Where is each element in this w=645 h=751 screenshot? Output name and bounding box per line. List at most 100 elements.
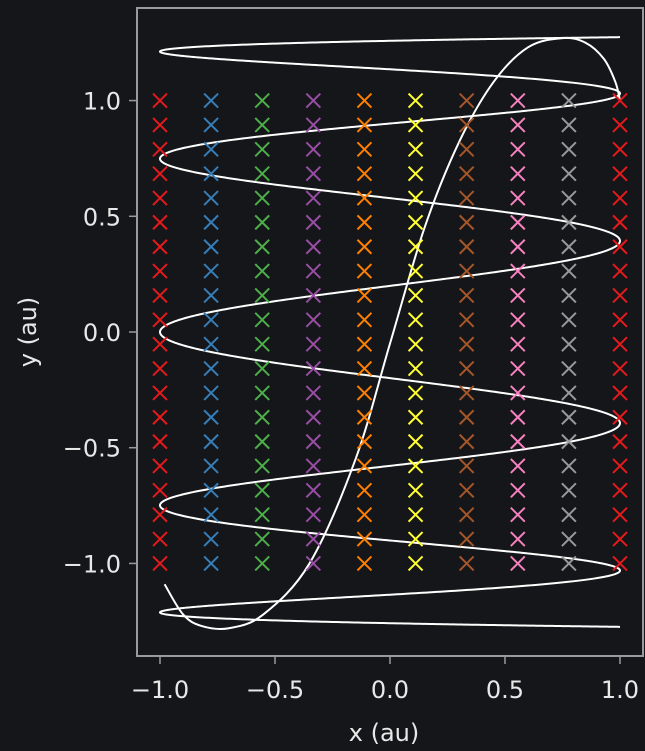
data-point xyxy=(407,385,424,401)
data-point xyxy=(510,507,526,523)
data-point xyxy=(356,92,373,109)
data-point xyxy=(407,117,424,133)
data-point xyxy=(305,190,322,206)
y-axis-ticks: 1.0 0.5 0.0 −0.5 −1.0 xyxy=(63,88,137,578)
data-point xyxy=(152,482,168,499)
data-point xyxy=(510,141,526,157)
data-point xyxy=(203,458,219,474)
data-point xyxy=(254,190,270,206)
data-point xyxy=(612,555,628,572)
data-point xyxy=(458,507,475,523)
data-point xyxy=(612,507,628,523)
data-point xyxy=(305,360,322,377)
data-point xyxy=(561,141,577,157)
data-point xyxy=(510,214,526,231)
data-point xyxy=(305,214,322,231)
data-point xyxy=(305,531,322,547)
data-point xyxy=(458,165,475,182)
x-tick-label: −1.0 xyxy=(131,676,189,704)
data-point xyxy=(152,214,168,231)
data-point xyxy=(407,263,424,279)
data-point xyxy=(305,165,322,182)
oscillating-curve xyxy=(158,36,622,628)
marker-column-10 xyxy=(612,92,628,572)
data-point xyxy=(356,531,373,547)
data-point xyxy=(458,263,475,279)
data-point xyxy=(612,409,628,425)
data-point xyxy=(458,336,475,352)
data-point xyxy=(152,117,168,133)
data-point xyxy=(152,531,168,547)
data-point xyxy=(203,409,219,425)
data-point xyxy=(510,190,526,206)
data-point xyxy=(458,190,475,206)
data-point xyxy=(152,239,168,255)
data-point xyxy=(561,555,577,572)
x-tick-label: 0.0 xyxy=(371,676,409,704)
data-point xyxy=(612,312,628,328)
data-point xyxy=(407,239,424,255)
data-point xyxy=(612,214,628,231)
data-point xyxy=(510,385,526,401)
y-tick-label: 0.5 xyxy=(83,203,121,231)
data-point xyxy=(305,482,322,499)
data-point xyxy=(510,263,526,279)
data-point xyxy=(152,555,168,572)
data-point xyxy=(356,433,373,450)
x-axis-label: x (au) xyxy=(349,719,419,747)
data-point xyxy=(510,531,526,547)
data-point xyxy=(254,458,270,474)
smooth-curve xyxy=(163,36,621,631)
data-point xyxy=(305,555,322,572)
data-point xyxy=(510,92,526,109)
data-point xyxy=(152,507,168,523)
data-point xyxy=(152,312,168,328)
data-point xyxy=(510,458,526,474)
data-point xyxy=(612,263,628,279)
data-point xyxy=(305,433,322,450)
y-tick-label: −1.0 xyxy=(63,550,121,578)
data-point xyxy=(203,263,219,279)
data-point xyxy=(561,165,577,182)
data-point xyxy=(356,239,373,255)
data-point xyxy=(203,165,219,182)
data-point xyxy=(407,458,424,474)
data-point xyxy=(152,190,168,206)
data-point xyxy=(203,190,219,206)
data-point xyxy=(612,239,628,255)
data-point xyxy=(305,409,322,425)
data-point xyxy=(305,92,322,109)
data-point xyxy=(254,287,270,304)
data-point xyxy=(356,117,373,133)
data-point xyxy=(356,287,373,304)
data-point xyxy=(203,312,219,328)
data-point xyxy=(305,239,322,255)
data-point xyxy=(356,385,373,401)
marker-column-9 xyxy=(561,92,577,572)
data-point xyxy=(356,165,373,182)
plot-area xyxy=(152,36,628,631)
y-axis-label: y (au) xyxy=(14,297,42,367)
data-point xyxy=(254,482,270,499)
marker-column-7 xyxy=(458,92,475,572)
data-point xyxy=(203,287,219,304)
data-point xyxy=(305,287,322,304)
data-point xyxy=(152,458,168,474)
marker-column-5 xyxy=(356,92,373,572)
data-point xyxy=(612,92,628,109)
data-point xyxy=(305,336,322,352)
data-point xyxy=(254,165,270,182)
data-point xyxy=(254,263,270,279)
data-point xyxy=(203,507,219,523)
data-point xyxy=(356,263,373,279)
data-point xyxy=(458,117,475,133)
data-point xyxy=(305,312,322,328)
data-point xyxy=(305,117,322,133)
data-point xyxy=(203,360,219,377)
data-point xyxy=(152,336,168,352)
data-point xyxy=(203,117,219,133)
data-point xyxy=(407,433,424,450)
data-point xyxy=(356,409,373,425)
